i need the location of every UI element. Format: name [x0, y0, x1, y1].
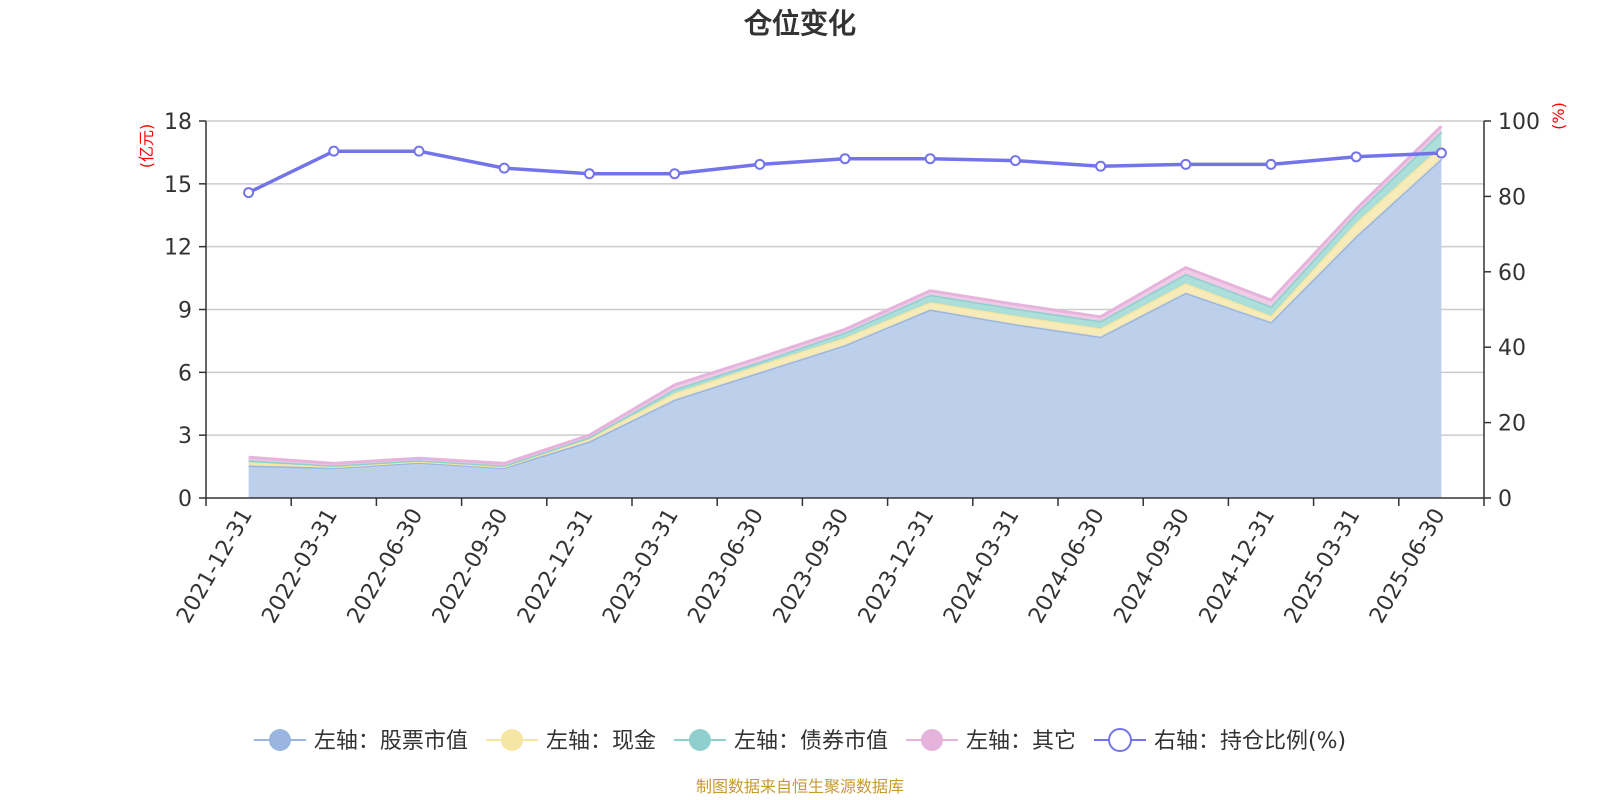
legend-marker [500, 729, 523, 751]
x-tick-label: 2023-09-30 [769, 505, 855, 628]
x-tick-label: 2022-06-30 [343, 505, 429, 628]
legend[interactable]: 左轴：股票市值 左轴：现金 左轴：债券市值 左轴：其它 右轴：持仓比例(%) [253, 728, 1346, 754]
right-tick-label: 80 [1498, 185, 1526, 210]
ratio-point [669, 168, 681, 180]
x-tick-label: 2024-09-30 [1109, 505, 1195, 628]
left-tick-label: 0 [178, 487, 192, 512]
right-tick-label: 0 [1498, 487, 1512, 512]
area-1 [248, 158, 1442, 498]
right-axis-unit: (%) [1549, 102, 1568, 130]
source-note: 制图数据来自恒生聚源数据库 [696, 777, 904, 796]
area-edge-4 [248, 125, 1443, 465]
legend-marker [268, 729, 291, 751]
legend-label: 左轴：债券市值 [734, 729, 888, 754]
legend-item[interactable]: 左轴：股票市值 [253, 729, 468, 754]
left-tick-label: 9 [178, 299, 192, 324]
x-tick-label: 2024-06-30 [1024, 505, 1110, 628]
x-tick-label: 2025-03-31 [1280, 505, 1366, 628]
x-tick-label: 2024-03-31 [939, 505, 1025, 628]
stacked-areas [248, 125, 1443, 498]
ratio-point [924, 153, 936, 165]
ratio-point [413, 145, 425, 157]
x-tick-label: 2023-03-31 [598, 505, 684, 628]
legend-item[interactable]: 左轴：债券市值 [673, 729, 888, 754]
ratio-point [1265, 158, 1277, 170]
ratio-point [583, 168, 595, 180]
ratio-point [1009, 155, 1021, 167]
right-tick-label: 20 [1498, 412, 1526, 437]
legend-label: 左轴：股票市值 [314, 729, 468, 754]
ratio-point [1095, 160, 1107, 172]
right-tick-label: 40 [1498, 336, 1526, 361]
legend-item[interactable]: 左轴：现金 [485, 729, 656, 754]
legend-item[interactable]: 左轴：其它 [905, 729, 1076, 754]
ratio-point [1350, 151, 1362, 163]
legend-label: 右轴：持仓比例(%) [1154, 729, 1346, 754]
ratio-point [498, 162, 510, 174]
legend-marker [1107, 728, 1132, 752]
x-tick-label: 2023-12-31 [854, 504, 940, 627]
legend-label: 左轴：其它 [966, 729, 1076, 754]
chart-title: 仓位变化 [744, 7, 856, 40]
left-tick-label: 6 [178, 361, 192, 386]
x-tick-label: 2023-06-30 [683, 505, 769, 628]
ratio-line [243, 145, 1447, 199]
legend-item[interactable]: 右轴：持仓比例(%) [1093, 728, 1346, 754]
right-tick-label: 60 [1498, 261, 1526, 286]
left-tick-label: 12 [164, 236, 192, 261]
legend-marker [688, 729, 711, 751]
ratio-point [328, 145, 340, 157]
left-tick-label: 3 [178, 424, 192, 449]
ratio-point [754, 158, 766, 170]
right-tick-label: 100 [1498, 110, 1540, 135]
x-tick-label: 2022-09-30 [428, 505, 514, 628]
ratio-point [243, 187, 255, 199]
left-tick-label: 15 [164, 173, 192, 198]
left-tick-label: 18 [164, 110, 192, 135]
ratio-point [1180, 158, 1192, 170]
left-axis-unit: (亿元) [137, 124, 156, 169]
x-tick-label: 2022-12-31 [513, 505, 599, 628]
ratio-point [839, 153, 851, 165]
x-tick-label: 2025-06-30 [1365, 505, 1451, 628]
ratio-point [1435, 147, 1447, 159]
legend-label: 左轴：现金 [546, 729, 656, 754]
x-tick-label: 2024-12-31 [1195, 505, 1281, 628]
x-tick-label: 2021-12-31 [172, 505, 258, 628]
legend-marker [920, 729, 943, 751]
x-tick-label: 2022-03-31 [257, 505, 343, 628]
